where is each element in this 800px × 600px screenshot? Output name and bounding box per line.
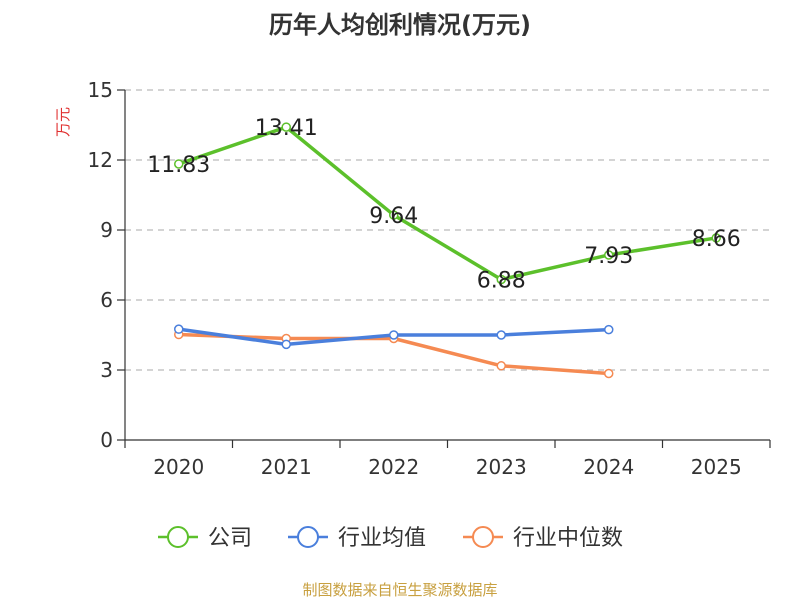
source-note: 制图数据来自恒生聚源数据库 (302, 581, 497, 599)
data-point-industry_median (496, 361, 506, 371)
series-line-company (178, 125, 717, 282)
legend-label-company: 公司 (208, 526, 252, 551)
chart-title: 历年人均创利情况(万元) (269, 11, 531, 39)
legend: 公司 行业均值 行业中位数 (158, 526, 623, 551)
data-label: 8.66 (692, 227, 741, 252)
x-tick-label: 2025 (691, 455, 742, 479)
data-point-company (496, 274, 506, 285)
data-point-industry_median (604, 368, 614, 379)
data-label: 13.41 (255, 116, 318, 141)
data-labels: 11.83 13.41 9.64 6.88 7.93 8.66 (147, 116, 740, 293)
y-tick-label: 12 (88, 148, 113, 172)
x-tick-label: 2024 (583, 455, 634, 479)
legend-label-industry_median: 行业中位数 (513, 526, 623, 551)
legend-marker-industry_avg (297, 526, 319, 548)
data-point-industry_avg (604, 324, 614, 335)
data-point-industry_avg (174, 324, 184, 334)
y-tick-label: 15 (88, 78, 113, 102)
data-label: 6.88 (477, 268, 526, 293)
legend-label-industry_avg: 行业均值 (338, 526, 426, 551)
y-tick-label: 0 (100, 428, 113, 452)
y-tick-label: 3 (100, 358, 113, 382)
series (174, 122, 721, 379)
x-tick-label: 2023 (476, 455, 527, 479)
data-point-industry_avg (389, 330, 399, 340)
data-point-company (281, 122, 291, 132)
y-tick-label: 6 (100, 288, 113, 312)
legend-marker-industry_median (472, 526, 494, 548)
data-point-company (711, 233, 721, 243)
y-tick-label: 9 (100, 218, 113, 242)
data-point-company (174, 159, 184, 169)
data-point-industry_avg (281, 339, 291, 350)
data-point-industry_avg (496, 330, 506, 340)
y-axis-label: 万元 (54, 107, 72, 137)
data-label: 7.93 (584, 244, 633, 269)
data-label: 9.64 (369, 204, 418, 229)
data-label: 11.83 (147, 153, 210, 178)
x-tick-label: 2020 (153, 455, 204, 479)
axes: 0 3 6 9 12 15 2020 2021 2022 2023 2024 2025 (88, 78, 771, 479)
grid (125, 89, 770, 371)
data-point-company (604, 250, 614, 260)
x-tick-label: 2022 (368, 455, 419, 479)
data-point-company (389, 210, 399, 220)
legend-marker-company (167, 526, 189, 548)
x-tick-label: 2021 (261, 455, 312, 479)
